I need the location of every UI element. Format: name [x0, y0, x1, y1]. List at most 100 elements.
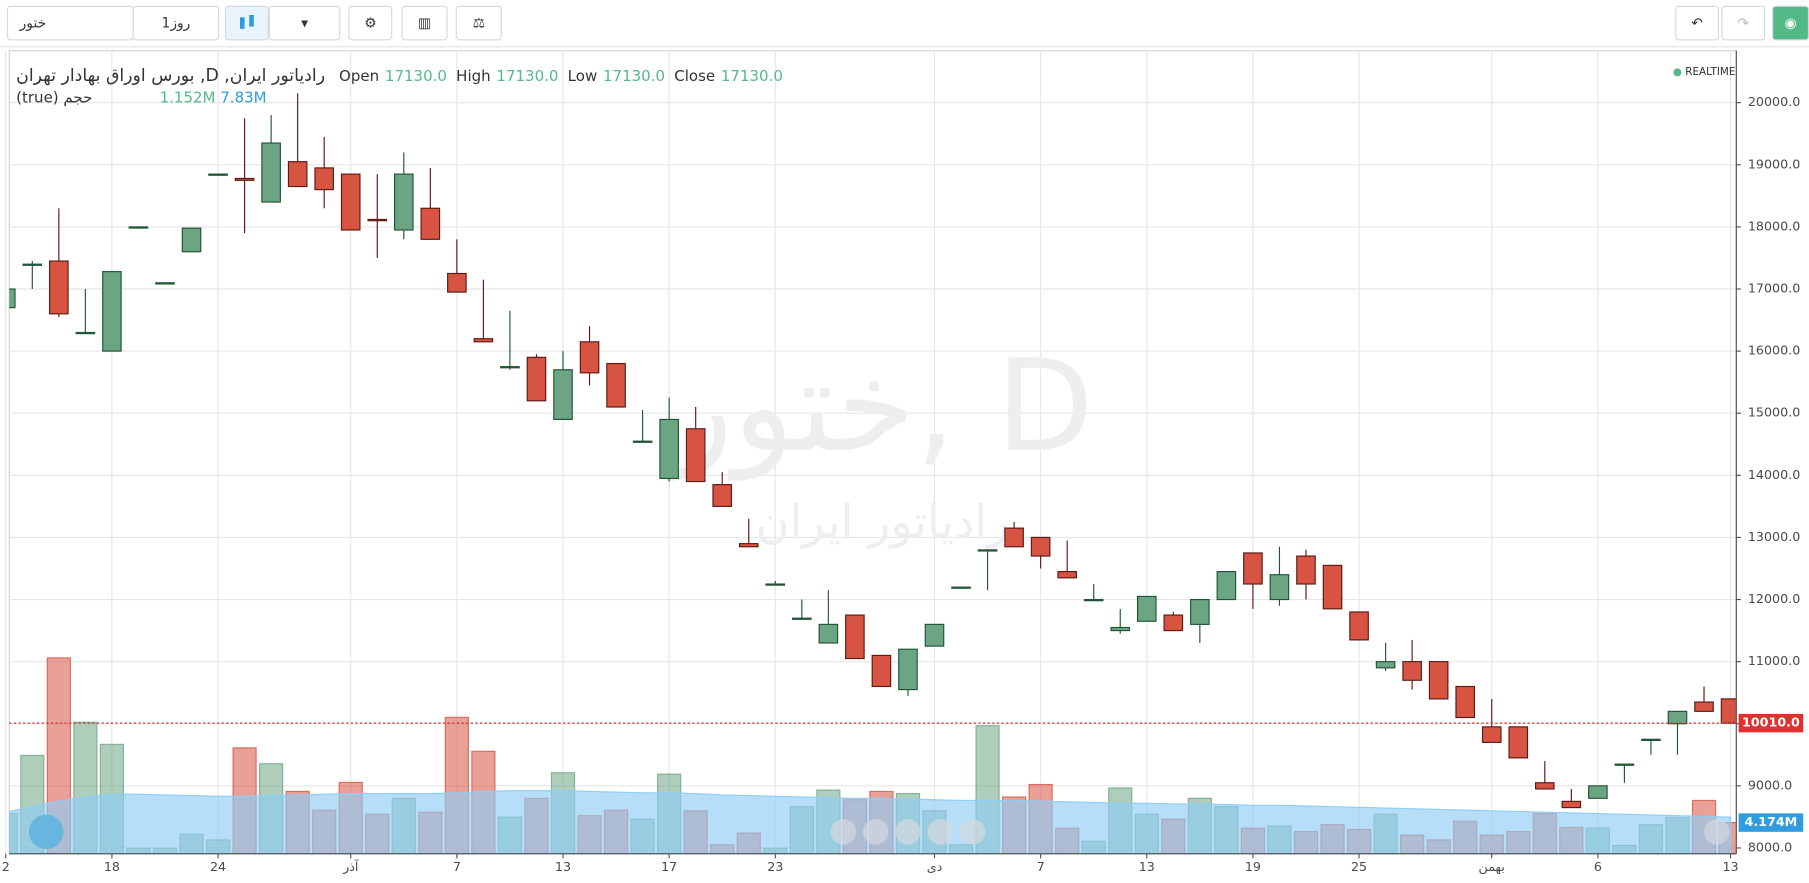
- candle-body: [1428, 661, 1449, 700]
- volume-label: 4.174M: [1745, 814, 1798, 829]
- status: ● REALTIME: [1672, 66, 1736, 79]
- candle-body: [420, 207, 441, 240]
- candle-body: [102, 271, 122, 352]
- compare-button[interactable]: ⚖: [455, 5, 502, 41]
- axes: 8000.09000.010000.011000.012000.013000.0…: [2, 94, 1804, 875]
- ohlc-label: Open: [339, 68, 380, 86]
- x-tick-label: بهمن: [1479, 859, 1505, 875]
- candle-body: [632, 440, 653, 443]
- undo-button[interactable]: ↶: [1675, 5, 1720, 41]
- watermark-symbol: ختور, D: [666, 332, 1094, 481]
- candle-body: [367, 218, 388, 222]
- candle-body: [977, 549, 998, 552]
- x-tick-label: 18: [104, 859, 120, 874]
- last-price-label: 10010.0: [1742, 715, 1800, 730]
- candle-body: [712, 484, 733, 507]
- candle-body: [1190, 598, 1210, 625]
- volume-value: 1.152M: [159, 89, 216, 108]
- x-tick-label: 25: [1351, 859, 1367, 874]
- cloud-icon[interactable]: [28, 814, 64, 850]
- candle-body: [1136, 595, 1157, 622]
- candle-body: [871, 654, 892, 688]
- candle-body: [1110, 626, 1131, 632]
- ohlc-value: 17130.0: [384, 68, 447, 86]
- snapshot-button[interactable]: ◉: [1772, 5, 1809, 41]
- candle-body: [765, 583, 786, 586]
- candle-body: [128, 226, 149, 229]
- legend-ohlc: Open 17130.0 High 17130.0 Low 17130.0 Close 171…: [330, 68, 783, 85]
- scroll-left[interactable]: [830, 819, 857, 845]
- candle-body: [1296, 555, 1316, 585]
- x-tick-label: 13: [1722, 859, 1738, 874]
- candle-body: [1641, 738, 1661, 742]
- y-tick-label: 15000.0: [1748, 405, 1800, 420]
- legend-volume: حجم (true) 1.152M 7.83M: [16, 90, 266, 107]
- candle-body: [75, 331, 96, 335]
- x-tick-label: 17: [661, 859, 677, 874]
- y-tick-label: 8000.0: [1748, 839, 1792, 854]
- candles-button[interactable]: [224, 5, 269, 41]
- candle-body: [1694, 701, 1714, 712]
- last-price-box: [1738, 713, 1804, 733]
- indicators-button[interactable]: ▥: [401, 5, 448, 41]
- symbol-input[interactable]: ختور: [6, 5, 134, 41]
- legend-title: رادیاتور ایران, D, بورس اوراق بهادار تهر…: [16, 64, 326, 86]
- candle-body: [1004, 527, 1024, 548]
- scroll-right[interactable]: [959, 819, 986, 845]
- candle-body: [1455, 685, 1476, 719]
- candle-body: [1534, 782, 1555, 790]
- ohlc-label: Close: [674, 68, 716, 86]
- candle-body: [553, 369, 573, 421]
- candle-body: [924, 623, 945, 647]
- x-tick-label: 19: [1245, 859, 1261, 874]
- candle-body: [1349, 611, 1369, 641]
- candle-body: [898, 648, 918, 691]
- candle-body: [473, 338, 494, 343]
- candle-body: [340, 173, 361, 231]
- zoom-in[interactable]: [927, 819, 953, 845]
- candle-body: [1561, 800, 1582, 809]
- candle-body: [818, 623, 839, 644]
- x-tick-label: 6: [1594, 859, 1602, 874]
- candle-body: [1083, 598, 1104, 602]
- y-tick-label: 11000.0: [1748, 653, 1800, 668]
- candle-body: [22, 263, 43, 266]
- candle-body: [1322, 564, 1343, 610]
- y-tick-label: 12000.0: [1748, 591, 1800, 606]
- x-tick-label: 2: [2, 859, 10, 874]
- candle-body: [9, 288, 16, 309]
- interval-select[interactable]: 1روز: [132, 5, 220, 41]
- zoom-out[interactable]: [862, 819, 889, 845]
- candle-body: [314, 167, 334, 191]
- x-tick-label: دی: [927, 859, 943, 874]
- candle-body: [526, 356, 547, 402]
- nav-buttons[interactable]: [830, 819, 986, 845]
- candle-body: [1481, 726, 1502, 743]
- candle-body: [1508, 726, 1529, 759]
- x-tick-label: 13: [1139, 859, 1155, 874]
- candle-body: [845, 614, 865, 660]
- reset[interactable]: [895, 819, 921, 845]
- go-latest[interactable]: [1704, 819, 1730, 845]
- redo-button[interactable]: ↷: [1721, 5, 1766, 41]
- candle-body: [393, 173, 414, 231]
- candle-body: [1163, 614, 1184, 632]
- candle-body: [1667, 710, 1688, 725]
- volume-ma-value: 7.83M: [220, 89, 267, 108]
- y-tick-label: 18000.0: [1748, 218, 1800, 233]
- settings-button[interactable]: ⚙: [348, 5, 393, 41]
- y-tick-label: 17000.0: [1748, 281, 1800, 296]
- x-tick-label: 24: [210, 859, 226, 874]
- ohlc-label: High: [456, 68, 491, 86]
- candle-body: [1588, 785, 1608, 799]
- volume-label-box: [1738, 813, 1804, 832]
- ohlc-value: 17130.0: [720, 68, 783, 86]
- icon: [239, 14, 254, 29]
- chart-type-button[interactable]: ▾: [268, 5, 341, 41]
- candle-body: [951, 586, 971, 589]
- legend-main: رادیاتور ایران, D, بورس اوراق بهادار تهر…: [16, 65, 783, 86]
- ohlc-label: Low: [567, 68, 598, 86]
- candle-body: [1216, 571, 1237, 601]
- candle-body: [1057, 571, 1077, 579]
- x-tick-label: 7: [453, 859, 461, 874]
